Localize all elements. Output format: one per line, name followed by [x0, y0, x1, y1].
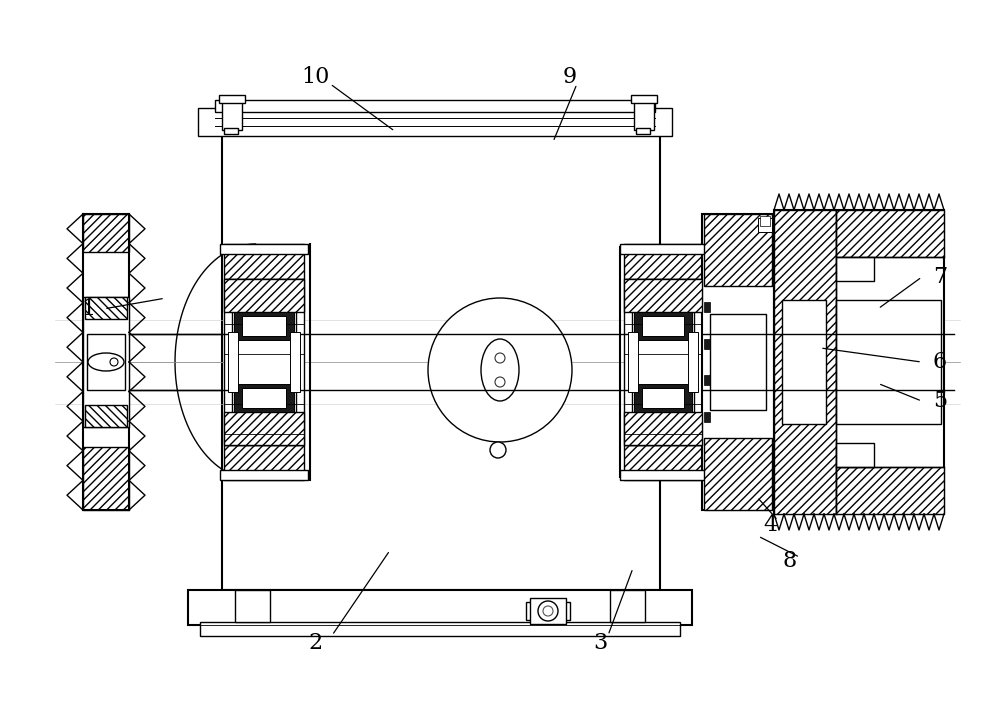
Bar: [836, 210, 944, 257]
Bar: [702, 214, 774, 510]
Bar: [836, 467, 944, 514]
Circle shape: [495, 353, 505, 363]
Circle shape: [543, 606, 553, 616]
Bar: [710, 314, 766, 410]
Bar: [228, 332, 238, 392]
Bar: [234, 312, 294, 340]
Text: 5: 5: [933, 391, 947, 412]
Bar: [526, 602, 570, 620]
Text: 8: 8: [783, 550, 797, 572]
Bar: [636, 128, 650, 134]
Text: 2: 2: [308, 632, 322, 653]
Bar: [290, 332, 300, 392]
Bar: [235, 590, 270, 622]
Bar: [222, 100, 242, 130]
Bar: [87, 334, 125, 390]
Bar: [200, 622, 680, 636]
Circle shape: [495, 377, 505, 387]
Bar: [704, 214, 772, 286]
Bar: [760, 216, 770, 226]
Bar: [634, 384, 692, 412]
Bar: [704, 375, 710, 385]
Bar: [220, 244, 308, 254]
Bar: [224, 279, 304, 445]
Bar: [234, 384, 294, 412]
Bar: [836, 300, 941, 424]
Text: 7: 7: [933, 266, 947, 288]
Bar: [836, 257, 874, 281]
Bar: [83, 297, 129, 427]
Circle shape: [428, 298, 572, 442]
Bar: [219, 95, 245, 103]
Bar: [215, 100, 655, 112]
Ellipse shape: [481, 339, 519, 401]
Bar: [632, 287, 694, 437]
Bar: [224, 445, 304, 480]
Text: 4: 4: [763, 515, 777, 536]
Bar: [774, 210, 836, 514]
Bar: [224, 412, 304, 445]
Bar: [642, 316, 684, 336]
Text: 1: 1: [81, 298, 95, 320]
Bar: [628, 332, 638, 392]
Bar: [224, 279, 304, 312]
Bar: [634, 312, 692, 340]
Bar: [631, 95, 657, 103]
Bar: [530, 598, 566, 624]
Bar: [836, 443, 874, 467]
Text: 9: 9: [563, 66, 577, 87]
Bar: [620, 244, 706, 254]
Bar: [642, 388, 684, 408]
Bar: [624, 244, 702, 279]
Bar: [624, 279, 702, 312]
Bar: [85, 405, 127, 427]
Bar: [83, 447, 129, 510]
Bar: [634, 100, 654, 130]
Bar: [704, 438, 772, 510]
Bar: [758, 218, 772, 232]
Bar: [224, 128, 238, 134]
Bar: [620, 470, 706, 480]
Bar: [85, 297, 127, 319]
Bar: [198, 108, 672, 136]
Circle shape: [110, 358, 118, 366]
Bar: [242, 316, 286, 336]
Bar: [688, 332, 698, 392]
Bar: [624, 445, 702, 480]
Bar: [610, 590, 645, 622]
Text: 6: 6: [933, 351, 947, 373]
Bar: [242, 388, 286, 408]
Bar: [704, 302, 710, 312]
Ellipse shape: [88, 353, 124, 371]
Bar: [220, 470, 308, 480]
Bar: [704, 339, 710, 349]
Circle shape: [490, 442, 506, 458]
Circle shape: [538, 601, 558, 621]
Bar: [222, 128, 660, 590]
Text: 10: 10: [301, 66, 329, 87]
Bar: [774, 210, 944, 514]
Bar: [224, 244, 304, 279]
Bar: [624, 412, 702, 445]
Bar: [704, 412, 710, 422]
Bar: [83, 214, 129, 252]
Bar: [782, 300, 826, 424]
Bar: [624, 279, 702, 445]
Bar: [188, 590, 692, 625]
Bar: [232, 287, 296, 437]
Text: 3: 3: [593, 632, 607, 653]
